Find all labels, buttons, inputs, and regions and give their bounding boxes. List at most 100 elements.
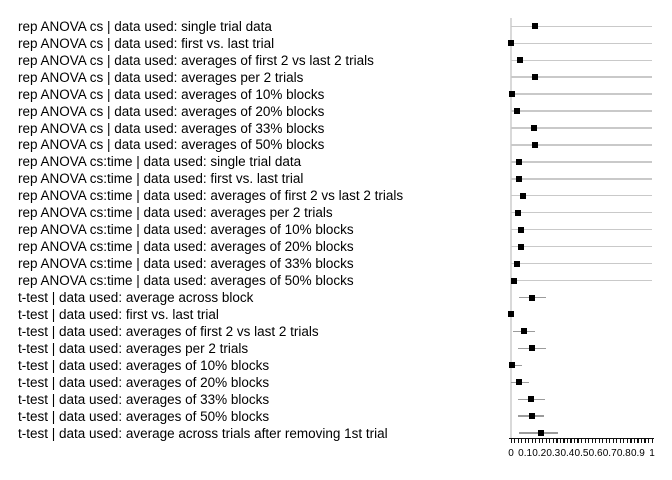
row-label: t-test | data used: averages of 20% bloc…	[18, 374, 270, 390]
x-axis-baseline	[509, 437, 654, 440]
row-label: t-test | data used: averages of first 2 …	[18, 323, 319, 339]
data-point-marker	[516, 158, 523, 165]
row-label: rep ANOVA cs:time | data used: first vs.…	[18, 171, 304, 187]
y-axis-line	[510, 18, 512, 438]
data-point-marker	[519, 192, 526, 199]
x-axis-tick	[598, 439, 600, 444]
x-axis-tick	[535, 439, 537, 444]
x-axis-tick	[566, 439, 569, 444]
range-line	[511, 178, 652, 180]
range-line	[511, 127, 652, 129]
data-point-marker	[508, 311, 515, 318]
row-label: rep ANOVA cs | data used: averages of 10…	[18, 86, 325, 102]
range-line	[511, 161, 652, 163]
row-label: rep ANOVA cs:time | data used: averages …	[18, 239, 354, 255]
x-axis-tick	[633, 439, 636, 444]
x-axis-tick	[577, 439, 579, 444]
x-axis-tick	[538, 439, 540, 444]
row-label: t-test | data used: averages of 10% bloc…	[18, 357, 270, 373]
data-point-marker	[532, 141, 539, 148]
x-axis-tick	[584, 439, 586, 444]
data-point-marker	[509, 91, 516, 98]
x-tick-label: 0.1	[518, 447, 533, 459]
data-point-marker	[517, 57, 524, 64]
row-label: rep ANOVA cs | data used: first vs. last…	[18, 35, 275, 51]
x-axis-tick	[542, 439, 544, 444]
x-tick-label: 0.3	[546, 447, 561, 459]
range-line	[511, 144, 652, 146]
row-label: rep ANOVA cs:time | data used: averages …	[18, 256, 354, 272]
data-point-marker	[510, 277, 517, 284]
x-axis-tick	[517, 439, 519, 444]
data-point-marker	[508, 40, 515, 47]
x-axis-tick	[651, 439, 653, 444]
row-label: t-test | data used: averages of 33% bloc…	[18, 391, 270, 407]
row-label: rep ANOVA cs | data used: averages per 2…	[18, 69, 304, 85]
x-axis-tick	[640, 439, 643, 444]
x-axis-tick	[588, 439, 590, 444]
x-axis-tick	[647, 439, 650, 444]
row-label: rep ANOVA cs:time | data used: averages …	[18, 273, 354, 289]
range-line	[511, 42, 652, 44]
data-point-marker	[531, 23, 538, 30]
x-axis-tick	[644, 439, 646, 444]
data-point-marker	[514, 108, 521, 115]
row-label: rep ANOVA cs | data used: averages of fi…	[18, 52, 374, 68]
data-point-marker	[513, 260, 520, 267]
x-axis-tick	[556, 439, 558, 444]
x-axis-tick	[609, 439, 611, 444]
x-axis-tick	[605, 439, 607, 444]
row-label: t-test | data used: averages of 50% bloc…	[18, 408, 270, 424]
x-tick-label: 0.9	[630, 447, 645, 459]
data-point-marker	[518, 243, 525, 250]
x-tick-label: 1	[649, 447, 655, 459]
data-point-marker	[516, 175, 523, 182]
data-point-marker	[515, 209, 522, 216]
x-axis-tick	[545, 439, 547, 444]
x-axis-tick	[612, 439, 614, 444]
data-point-marker	[528, 345, 535, 352]
range-line	[511, 25, 652, 27]
row-label: rep ANOVA cs | data used: averages of 50…	[18, 137, 325, 153]
row-label: rep ANOVA cs | data used: averages of 33…	[18, 120, 325, 136]
x-axis-tick	[552, 439, 554, 444]
x-axis-tick	[619, 439, 621, 444]
range-line	[511, 212, 652, 214]
row-label: rep ANOVA cs:time | data used: averages …	[18, 188, 404, 204]
x-axis-tick	[521, 439, 523, 444]
x-axis-tick	[524, 439, 526, 444]
x-tick-label: 0.5	[574, 447, 589, 459]
row-label: rep ANOVA cs | data used: single trial d…	[18, 18, 272, 34]
x-tick-label: 0.7	[602, 447, 617, 459]
row-label: rep ANOVA cs:time | data used: averages …	[18, 222, 354, 238]
row-label: rep ANOVA cs | data used: averages of 20…	[18, 103, 325, 119]
x-axis-tick	[637, 439, 639, 444]
data-point-marker	[516, 379, 523, 386]
data-point-marker	[520, 328, 527, 335]
row-label: t-test | data used: averages per 2 trial…	[18, 340, 249, 356]
range-line	[511, 59, 652, 61]
row-label: t-test | data used: first vs. last trial	[18, 306, 219, 322]
x-axis-tick	[559, 439, 562, 444]
x-tick-label: 0	[508, 447, 514, 459]
x-tick-label: 0.2	[532, 447, 547, 459]
x-tick-label: 0.6	[588, 447, 603, 459]
row-label: rep ANOVA cs:time | data used: single tr…	[18, 154, 302, 170]
x-axis-tick	[514, 439, 516, 444]
x-axis-tick	[591, 439, 593, 444]
data-point-marker	[538, 430, 545, 437]
data-point-marker	[529, 294, 535, 301]
x-axis-tick	[573, 439, 576, 444]
x-axis-tick	[581, 439, 583, 444]
data-point-marker	[509, 362, 516, 369]
x-axis-tick	[595, 439, 597, 444]
range-line	[511, 279, 652, 282]
x-axis-tick	[531, 439, 533, 444]
row-label: rep ANOVA cs:time | data used: averages …	[18, 205, 333, 221]
x-axis-tick	[528, 439, 530, 444]
x-axis-tick	[602, 439, 604, 444]
x-axis-tick	[563, 439, 565, 444]
x-axis-tick	[626, 439, 628, 444]
range-line	[511, 262, 652, 265]
range-line	[511, 195, 652, 197]
